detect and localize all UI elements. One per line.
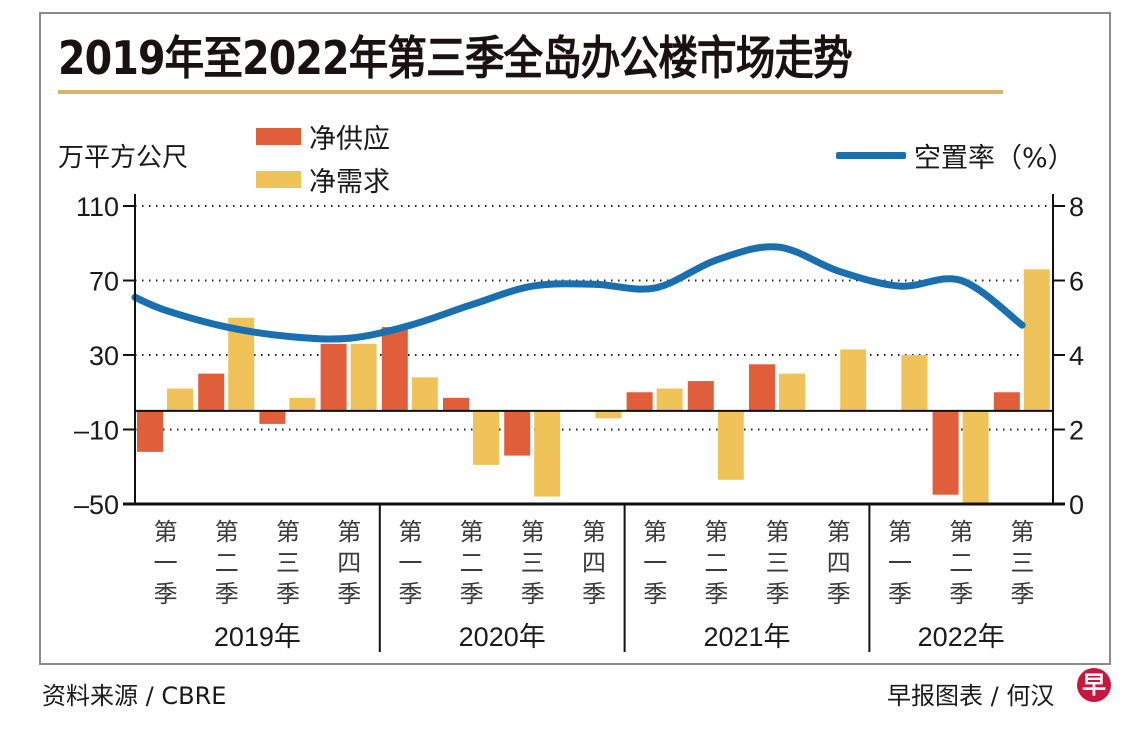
bar-net-demand [289, 397, 316, 411]
bar-net-demand [411, 377, 438, 411]
left-axis-unit-label: 万平方公尺 [58, 143, 189, 173]
x-group-label-year: 2022年 [918, 622, 1005, 652]
bar-net-demand [656, 388, 683, 411]
legend-item-demand: 净需求 [256, 160, 390, 199]
legend-item-vacancy: 空置率（%） [836, 136, 1075, 175]
bar-net-supply [932, 410, 959, 495]
axes [123, 194, 1065, 652]
zaobao-logo-icon: 早 [1077, 668, 1111, 702]
bar-net-supply [443, 397, 469, 411]
chart-frame [39, 12, 1111, 665]
left-axis-tick-label: –50 [74, 490, 119, 520]
title-underline [58, 90, 1003, 94]
x-tick-label-quarter: 第一季 [398, 518, 422, 608]
bar-net-demand [473, 410, 499, 465]
legend-label-demand: 净需求 [309, 167, 390, 198]
bar-net-demand [717, 410, 744, 480]
x-tick-label-quarter: 第二季 [704, 518, 728, 608]
bar-net-demand [962, 410, 989, 504]
x-tick-label-quarter: 第二季 [460, 518, 484, 608]
axis-labels: 110 70 30 –10 –50 8 6 4 2 0 第一季 第二季 第三季 第四季 第一季 第二季 第三季 第… [74, 192, 1084, 652]
vacancy-line-layer [131, 243, 1026, 343]
x-group-label-year: 2020年 [459, 622, 546, 652]
bars [137, 269, 1050, 504]
x-group-label-year: 2019年 [214, 622, 301, 652]
x-tick-label-quarter: 第四季 [827, 518, 851, 608]
x-group-label-year: 2021年 [703, 622, 790, 652]
legend-item-supply: 净供应 [256, 117, 390, 156]
legend-swatch-demand [256, 171, 301, 188]
bar-net-demand [901, 355, 928, 411]
x-tick-label-quarter: 第三季 [521, 518, 545, 608]
credit-note: 早报图表 / 何汉 [887, 682, 1055, 710]
bar-net-demand [350, 343, 377, 411]
left-axis-tick-label: –10 [74, 416, 119, 446]
bar-net-supply [137, 410, 163, 452]
bar-net-demand [167, 388, 193, 411]
legend-swatch-supply [256, 128, 301, 145]
bar-net-supply [320, 343, 347, 411]
bar-net-demand [840, 349, 867, 411]
x-tick-label-quarter: 第二季 [215, 518, 239, 608]
x-tick-label-quarter: 第四季 [337, 518, 361, 608]
legend-label-supply: 净供应 [309, 124, 390, 155]
bar-net-supply [626, 392, 653, 411]
x-tick-label-quarter: 第一季 [154, 518, 178, 608]
left-axis-tick-label: 110 [76, 192, 119, 222]
right-axis-tick-label: 8 [1069, 192, 1084, 222]
legend-line-vacancy [836, 152, 906, 159]
right-axis-tick-label: 2 [1069, 416, 1084, 446]
legend-label-vacancy: 空置率（%） [914, 143, 1075, 174]
x-tick-label-quarter: 第二季 [949, 518, 973, 608]
right-axis-tick-label: 0 [1069, 490, 1084, 520]
bar-net-supply [259, 410, 286, 424]
bar-net-supply [504, 410, 531, 456]
x-tick-label-quarter: 第三季 [1010, 518, 1034, 608]
x-tick-label-quarter: 第一季 [888, 518, 912, 608]
bar-net-supply [749, 364, 775, 411]
bar-net-supply [198, 373, 225, 411]
source-note: 资料来源 / CBRE [42, 682, 227, 710]
bar-net-demand [534, 410, 561, 497]
bar-net-demand [1023, 269, 1050, 411]
bar-net-supply [381, 327, 408, 411]
x-tick-label-quarter: 第三季 [766, 518, 790, 608]
vacancy-rate-line [131, 243, 1026, 343]
chart-title: 2019年至2022年第三季全岛办公楼市场走势 [58, 31, 853, 85]
x-tick-label-quarter: 第一季 [643, 518, 667, 608]
right-axis-tick-label: 6 [1069, 267, 1084, 297]
left-axis-tick-label: 30 [89, 341, 119, 371]
x-tick-label-quarter: 第三季 [276, 518, 300, 608]
bar-net-supply [687, 381, 714, 411]
left-axis-tick-label: 70 [89, 267, 119, 297]
bar-net-demand [595, 410, 622, 419]
bar-net-supply [993, 392, 1020, 411]
bar-net-demand [779, 373, 805, 411]
right-axis-tick-label: 4 [1069, 341, 1084, 371]
x-tick-label-quarter: 第四季 [582, 518, 606, 608]
